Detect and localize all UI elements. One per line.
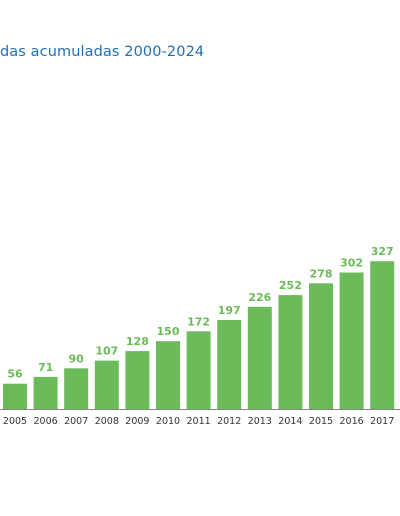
x-tick-2011: 2011: [187, 416, 211, 427]
chart-title: das acumuladas 2000-2024: [0, 44, 205, 60]
bar-2010: [156, 341, 180, 409]
bar-2008: [94, 360, 119, 409]
bar-2016: [339, 272, 364, 409]
x-tick-2008: 2008: [95, 416, 119, 427]
x-tick-2006: 2006: [34, 416, 58, 427]
value-label-2016: 302: [340, 257, 363, 270]
value-label-2005: 56: [7, 368, 23, 381]
bar-2009: [125, 351, 150, 409]
x-tick-2010: 2010: [156, 416, 180, 427]
x-tick-2012: 2012: [217, 416, 241, 427]
x-tick-2016: 2016: [340, 416, 364, 427]
bar-2011: [186, 331, 211, 409]
value-label-2007: 90: [69, 352, 85, 365]
bar-2006: [33, 376, 58, 409]
bar-2017: [370, 261, 395, 409]
value-label-2017: 327: [371, 245, 394, 258]
x-tick-2013: 2013: [248, 416, 272, 427]
value-label-2013: 226: [248, 291, 271, 304]
x-tick-2009: 2009: [125, 416, 149, 427]
x-tick-2017: 2017: [370, 416, 394, 427]
value-label-2012: 197: [218, 304, 241, 317]
x-tick-2014: 2014: [278, 416, 302, 427]
x-tick-2007: 2007: [64, 416, 88, 427]
bar-2013: [247, 306, 272, 409]
bar-2005: [3, 383, 27, 409]
value-label-2011: 172: [187, 315, 210, 328]
value-label-2008: 107: [95, 345, 118, 358]
value-label-2010: 150: [157, 325, 180, 338]
value-label-2006: 71: [38, 361, 53, 374]
value-label-2009: 128: [126, 335, 149, 348]
x-tick-2015: 2015: [309, 416, 333, 427]
value-label-2015: 278: [310, 267, 333, 280]
bar-2014: [278, 295, 303, 409]
value-label-2014: 252: [279, 279, 302, 292]
bar-2015: [309, 283, 333, 409]
bar-2007: [64, 368, 89, 409]
bar-2012: [217, 320, 242, 409]
x-tick-2005: 2005: [3, 416, 27, 427]
